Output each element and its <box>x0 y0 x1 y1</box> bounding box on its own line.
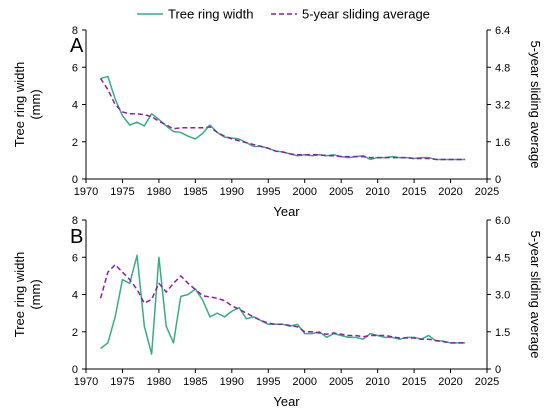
y-axis-label-left: Tree ring width(mm) <box>12 252 43 338</box>
y-left-tick-label: 0 <box>72 174 78 186</box>
x-tick-label: 2000 <box>292 186 316 198</box>
panel-label: A <box>70 35 84 57</box>
y-right-tick-label: 1.6 <box>495 137 510 149</box>
y-axis-label-left-line: (mm) <box>28 89 43 119</box>
panel-a: 1970 1975 1980 1985 1990 1995 2000 2005 2010 2015… <box>12 25 543 219</box>
x-tick-label: 2005 <box>329 186 353 198</box>
x-axis-label: Year <box>273 204 300 219</box>
panel-label: B <box>70 226 83 248</box>
x-tick-label: 1980 <box>147 186 171 198</box>
x-tick-label: 1990 <box>220 186 244 198</box>
x-tick-label: 1970 <box>74 186 98 198</box>
x-tick-label: 2015 <box>402 186 426 198</box>
x-tick-label: 1980 <box>147 376 171 388</box>
y-right-tick-label: 3.0 <box>495 290 510 302</box>
y-axis-label-left-line: Tree ring width <box>12 252 27 338</box>
x-tick-label: 2020 <box>438 186 462 198</box>
y-right-tick-label: 3.2 <box>495 100 510 112</box>
y-axis-label-right: 5-year sliding average <box>528 231 543 359</box>
legend: Tree ring width 5-year sliding average <box>137 7 430 22</box>
legend-label-ring-width: Tree ring width <box>168 7 254 22</box>
y-right-tick-label: 6.4 <box>495 25 510 37</box>
y-left-tick-label: 8 <box>72 215 78 227</box>
x-tick-label: 1985 <box>183 376 207 388</box>
x-tick-label: 1970 <box>74 376 98 388</box>
series-line-sliding-average <box>99 263 466 344</box>
y-axis-label-left-line: Tree ring width <box>12 62 27 148</box>
series-line-sliding-average <box>99 78 466 161</box>
panel-b: 1970 1975 1980 1985 1990 1995 2000 2005 2010 2015… <box>12 215 543 409</box>
x-tick-label: 2025 <box>475 186 499 198</box>
y-right-tick-label: 4.5 <box>495 252 510 264</box>
x-tick-label: 2005 <box>329 376 353 388</box>
y-left-tick-label: 4 <box>72 290 78 302</box>
y-left-tick-label: 0 <box>72 364 78 376</box>
y-right-tick-label: 6.0 <box>495 215 510 227</box>
y-right-tick-label: 1.5 <box>495 327 510 339</box>
y-right-tick-label: 4.8 <box>495 62 510 74</box>
y-left-tick-label: 6 <box>72 62 78 74</box>
x-tick-label: 1990 <box>220 376 244 388</box>
y-axis-label-left-line: (mm) <box>28 279 43 309</box>
x-tick-label: 2010 <box>365 376 389 388</box>
series-line-ring-width <box>100 75 466 161</box>
x-tick-label: 2010 <box>365 186 389 198</box>
y-right-tick-label: 0 <box>495 364 501 376</box>
x-tick-label: 1985 <box>183 186 207 198</box>
legend-label-sliding-average: 5-year sliding average <box>302 7 430 22</box>
x-axis-label: Year <box>273 394 300 409</box>
x-tick-label: 2000 <box>292 376 316 388</box>
y-right-tick-label: 0 <box>495 174 501 186</box>
y-left-tick-label: 4 <box>72 100 78 112</box>
y-left-tick-label: 8 <box>72 25 78 37</box>
x-tick-label: 2020 <box>438 376 462 388</box>
series-line-ring-width <box>100 254 466 355</box>
x-tick-label: 1975 <box>110 186 134 198</box>
y-left-tick-label: 2 <box>72 327 78 339</box>
y-left-tick-label: 2 <box>72 137 78 149</box>
x-tick-label: 1995 <box>256 186 280 198</box>
x-tick-label: 2015 <box>402 376 426 388</box>
x-tick-label: 1975 <box>110 376 134 388</box>
y-axis-label-left: Tree ring width(mm) <box>12 62 43 148</box>
y-left-tick-label: 6 <box>72 252 78 264</box>
y-axis-label-right: 5-year sliding average <box>528 41 543 169</box>
x-tick-label: 2025 <box>475 376 499 388</box>
x-tick-label: 1995 <box>256 376 280 388</box>
